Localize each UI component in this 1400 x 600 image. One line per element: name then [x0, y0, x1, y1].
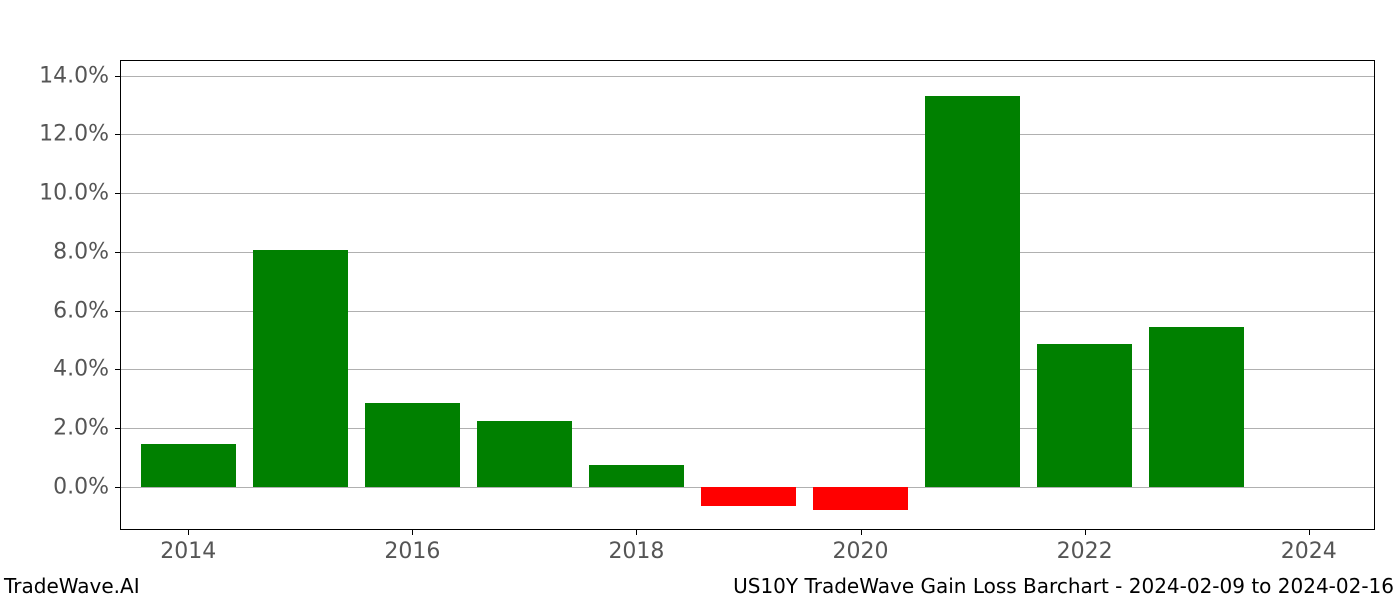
- y-gridline: [121, 193, 1374, 194]
- x-tick-label: 2016: [384, 529, 440, 564]
- bar: [813, 487, 908, 511]
- bar: [477, 421, 572, 487]
- x-tick-label: 2020: [833, 529, 889, 564]
- footer-left-text: TradeWave.AI: [4, 574, 140, 598]
- y-tick-label: 4.0%: [53, 357, 121, 382]
- chart-container: { "chart": { "type": "bar", "width_px": …: [0, 0, 1400, 600]
- x-tick-label: 2022: [1057, 529, 1113, 564]
- plot-area: 0.0%2.0%4.0%6.0%8.0%10.0%12.0%14.0%20142…: [120, 60, 1375, 530]
- bar: [589, 465, 684, 487]
- x-tick-label: 2014: [160, 529, 216, 564]
- y-tick-label: 14.0%: [39, 63, 121, 88]
- y-tick-label: 0.0%: [53, 474, 121, 499]
- y-gridline: [121, 76, 1374, 77]
- y-tick-label: 8.0%: [53, 239, 121, 264]
- y-tick-label: 10.0%: [39, 181, 121, 206]
- bar: [925, 96, 1020, 487]
- footer-right-text: US10Y TradeWave Gain Loss Barchart - 202…: [733, 574, 1394, 598]
- x-tick-label: 2018: [608, 529, 664, 564]
- bar: [365, 403, 460, 487]
- y-tick-label: 12.0%: [39, 122, 121, 147]
- y-tick-label: 6.0%: [53, 298, 121, 323]
- y-gridline: [121, 134, 1374, 135]
- bar: [1149, 327, 1244, 487]
- bar: [1037, 344, 1132, 486]
- bar: [701, 487, 796, 506]
- x-tick-label: 2024: [1281, 529, 1337, 564]
- y-tick-label: 2.0%: [53, 416, 121, 441]
- bar: [253, 250, 348, 486]
- bar: [141, 444, 236, 487]
